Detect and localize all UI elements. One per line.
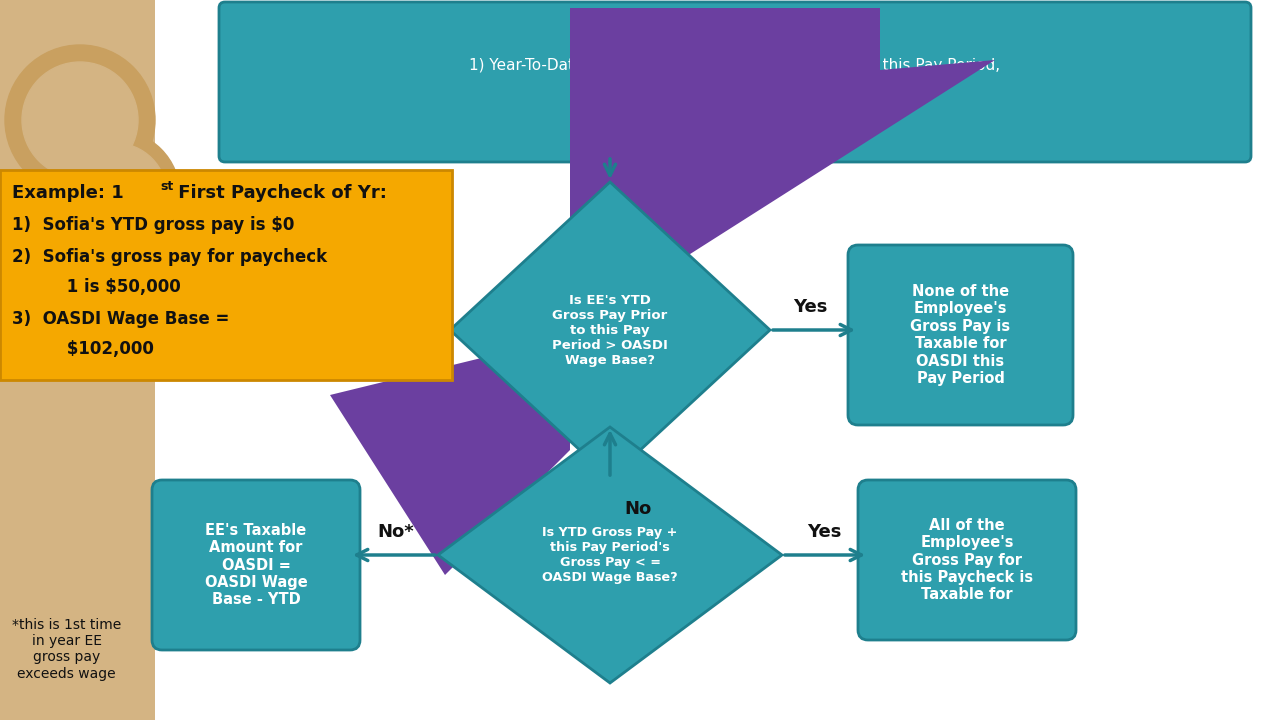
Text: No*: No*	[378, 523, 415, 541]
Text: $102,000: $102,000	[38, 340, 154, 358]
Circle shape	[63, 143, 166, 247]
Polygon shape	[451, 182, 771, 478]
Text: 3) Social Security / OASDI Wage Base: 3) Social Security / OASDI Wage Base	[591, 116, 878, 131]
Text: Example: 1: Example: 1	[12, 184, 124, 202]
Circle shape	[50, 130, 180, 260]
Text: Is YTD Gross Pay +
this Pay Period's
Gross Pay < =
OASDI Wage Base?: Is YTD Gross Pay + this Pay Period's Gro…	[543, 526, 678, 584]
Text: To Start, You Need:: To Start, You Need:	[634, 28, 837, 47]
Text: Yes: Yes	[792, 298, 827, 316]
Text: All of the
Employee's
Gross Pay for
this Paycheck is
Taxable for: All of the Employee's Gross Pay for this…	[901, 518, 1033, 603]
Text: *this is 1st time
in year EE
gross pay
exceeds wage: *this is 1st time in year EE gross pay e…	[12, 618, 122, 680]
FancyBboxPatch shape	[849, 245, 1073, 425]
Text: 1 is $50,000: 1 is $50,000	[38, 278, 180, 296]
FancyBboxPatch shape	[155, 0, 1280, 720]
FancyBboxPatch shape	[0, 170, 452, 380]
Text: No: No	[625, 500, 652, 518]
Text: st: st	[160, 180, 173, 193]
Polygon shape	[438, 427, 782, 683]
Text: None of the
Employee's
Gross Pay is
Taxable for
OASDI this
Pay Period: None of the Employee's Gross Pay is Taxa…	[910, 284, 1011, 386]
FancyBboxPatch shape	[219, 2, 1251, 162]
Text: 1) Year-To-Date (YTD) Gross Pay for Employee Prior to this Pay Period,: 1) Year-To-Date (YTD) Gross Pay for Empl…	[470, 58, 1001, 73]
Circle shape	[22, 62, 138, 178]
Text: Is EE's YTD
Gross Pay Prior
to this Pay
Period > OASDI
Wage Base?: Is EE's YTD Gross Pay Prior to this Pay …	[552, 294, 668, 366]
Text: 2)  Sofia's gross pay for paycheck: 2) Sofia's gross pay for paycheck	[12, 248, 328, 266]
Text: 1)  Sofia's YTD gross pay is $0: 1) Sofia's YTD gross pay is $0	[12, 216, 294, 234]
Circle shape	[5, 45, 155, 195]
FancyBboxPatch shape	[858, 480, 1076, 640]
FancyBboxPatch shape	[0, 0, 155, 720]
Polygon shape	[330, 8, 995, 575]
Text: First Paycheck of Yr:: First Paycheck of Yr:	[172, 184, 387, 202]
Text: Yes: Yes	[806, 523, 841, 541]
Text: EE's Taxable
Amount for
OASDI =
OASDI Wage
Base - YTD: EE's Taxable Amount for OASDI = OASDI Wa…	[205, 523, 307, 607]
FancyBboxPatch shape	[152, 480, 360, 650]
Text: 2) Gross Pay for this Pay Period,: 2) Gross Pay for this Pay Period,	[613, 88, 856, 103]
Text: 3)  OASDI Wage Base =: 3) OASDI Wage Base =	[12, 310, 229, 328]
